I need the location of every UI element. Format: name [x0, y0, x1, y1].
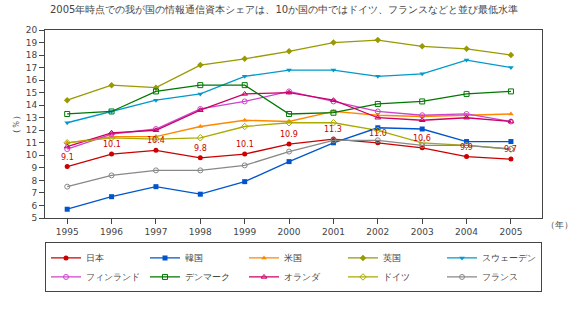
svg-text:11: 11 [26, 138, 37, 148]
svg-text:オランダ: オランダ [284, 272, 321, 282]
svg-text:2001: 2001 [322, 227, 345, 237]
svg-text:1996: 1996 [100, 227, 123, 237]
svg-text:10.9: 10.9 [280, 130, 298, 139]
svg-text:20: 20 [26, 25, 38, 35]
svg-text:9.1: 9.1 [61, 153, 74, 162]
svg-text:11.0: 11.0 [369, 129, 387, 138]
svg-text:10.1: 10.1 [103, 140, 121, 149]
svg-text:2003: 2003 [411, 227, 434, 237]
svg-text:1997: 1997 [144, 227, 167, 237]
svg-text:5: 5 [31, 213, 37, 223]
svg-text:7: 7 [31, 188, 37, 198]
svg-text:9: 9 [31, 163, 37, 173]
svg-text:10.4: 10.4 [147, 136, 165, 145]
svg-text:18: 18 [26, 50, 38, 60]
svg-text:スウェーデン: スウェーデン [482, 253, 536, 263]
svg-text:2005年時点での我が国の情報通信資本シェアは、10か国の中: 2005年時点での我が国の情報通信資本シェアは、10か国の中ではドイツ、フランス… [50, 4, 518, 15]
svg-text:17: 17 [26, 63, 37, 73]
svg-text:14: 14 [26, 100, 38, 110]
svg-text:9.9: 9.9 [460, 143, 473, 152]
svg-text:フィンランド: フィンランド [86, 272, 140, 282]
svg-text:10.1: 10.1 [236, 140, 254, 149]
svg-text:韓国: 韓国 [185, 253, 203, 263]
svg-text:1995: 1995 [56, 227, 79, 237]
svg-text:2004: 2004 [455, 227, 478, 237]
svg-text:日本: 日本 [86, 253, 104, 263]
svg-text:16: 16 [26, 75, 38, 85]
svg-text:2002: 2002 [366, 227, 389, 237]
svg-text:6: 6 [31, 201, 37, 211]
svg-text:（％）: （％） [11, 111, 21, 138]
svg-text:9.7: 9.7 [504, 145, 517, 154]
svg-text:デンマーク: デンマーク [185, 272, 230, 282]
svg-text:1999: 1999 [233, 227, 256, 237]
svg-text:米国: 米国 [284, 253, 302, 263]
svg-text:英国: 英国 [383, 253, 401, 263]
svg-text:10.6: 10.6 [413, 134, 431, 143]
svg-text:19: 19 [26, 38, 38, 48]
svg-text:2005: 2005 [499, 227, 522, 237]
svg-text:13: 13 [26, 113, 37, 123]
svg-text:フランス: フランス [482, 272, 518, 282]
svg-text:9.8: 9.8 [194, 144, 207, 153]
svg-text:11.3: 11.3 [324, 125, 342, 134]
svg-text:（年）: （年） [546, 220, 573, 230]
svg-text:1998: 1998 [189, 227, 212, 237]
svg-text:12: 12 [26, 125, 37, 135]
svg-text:15: 15 [26, 88, 37, 98]
svg-text:10: 10 [26, 150, 38, 160]
svg-text:8: 8 [31, 176, 37, 186]
svg-text:2000: 2000 [278, 227, 301, 237]
svg-text:ドイツ: ドイツ [383, 272, 410, 282]
